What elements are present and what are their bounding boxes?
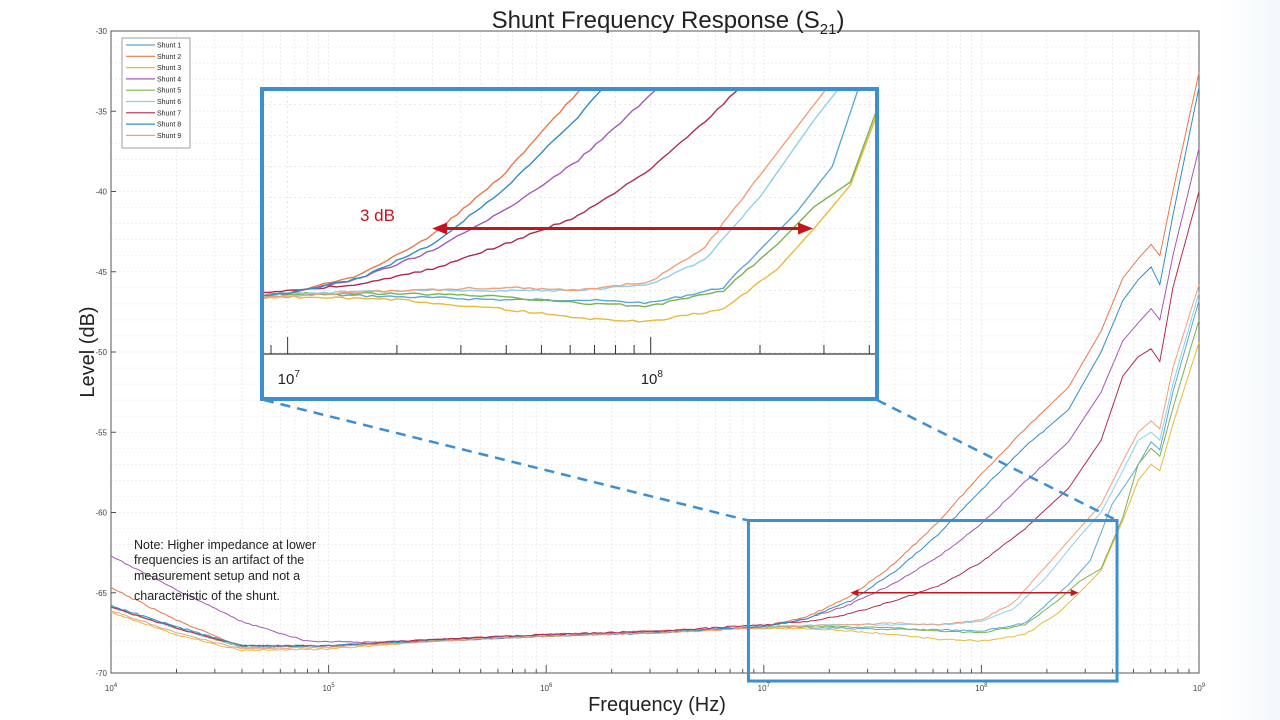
- inset-series-line-shunt-2: [264, 91, 580, 297]
- inset-background: [262, 89, 877, 399]
- three-db-label: 3 dB: [360, 206, 395, 225]
- inset-x-axis: 107 108: [264, 337, 875, 388]
- note-line: Note: Higher impedance at lower: [134, 538, 316, 552]
- inset-series-line-shunt-4: [264, 91, 656, 297]
- three-db-arrow: [850, 589, 1079, 597]
- y-tick-label: -65: [95, 589, 107, 598]
- inset-arrow-head-left: [432, 222, 448, 235]
- y-tick-label: -60: [95, 509, 107, 518]
- arrow-head-left: [850, 589, 859, 597]
- zoom-region-box: [746, 519, 1119, 683]
- x-tick-label: 109: [1193, 683, 1206, 693]
- inset-series-line-shunt-7: [264, 91, 738, 294]
- inset-series-line-shunt-8: [264, 91, 602, 297]
- y-tick-label: -30: [95, 27, 107, 36]
- inset-series-lines: [264, 91, 875, 323]
- inset-frame: [260, 87, 879, 401]
- legend-label: Shunt 9: [157, 133, 181, 140]
- y-tick-label: -40: [95, 188, 107, 197]
- y-tick-label: -45: [95, 268, 107, 277]
- inset-series-line-shunt-9: [264, 91, 826, 299]
- zoom-connector-line: [263, 398, 749, 522]
- inset-zoom-panel: 107 108 3 dB: [260, 87, 879, 401]
- y-tick-label: -70: [95, 669, 107, 678]
- series-line-shunt-8: [110, 87, 1200, 647]
- y-tick-label: -55: [95, 428, 107, 437]
- x-tick-label: 108: [975, 683, 988, 693]
- note-line: characteristic of the shunt.: [134, 589, 280, 603]
- inset-series-line-shunt-3: [264, 117, 875, 323]
- note-line: measurement setup and not a: [134, 569, 300, 583]
- legend-label: Shunt 3: [157, 65, 181, 72]
- inset-three-db-arrow: [432, 222, 814, 235]
- x-axis-ticks: 104 105 106 107 108 109: [105, 665, 1206, 693]
- x-tick-label: 105: [322, 683, 335, 693]
- note-line: frequencies is an artifact of the: [134, 553, 304, 567]
- series-lines: [110, 72, 1200, 652]
- x-tick-label: 104: [105, 683, 118, 693]
- y-tick-label: -50: [95, 348, 107, 357]
- legend-label: Shunt 2: [157, 54, 181, 61]
- arrow-head-right: [1070, 589, 1079, 597]
- note-annotation: Note: Higher impedance at lower frequenc…: [134, 538, 316, 603]
- legend-label: Shunt 8: [157, 122, 181, 129]
- legend-label: Shunt 7: [157, 110, 181, 117]
- zoom-connector-line: [876, 398, 1118, 522]
- x-axis-label: Frequency (Hz): [588, 694, 726, 716]
- legend-label: Shunt 5: [157, 88, 181, 95]
- y-axis-label: Level (dB): [77, 306, 99, 397]
- inset-series-line-shunt-5: [264, 112, 875, 308]
- legend-label: Shunt 1: [157, 43, 181, 50]
- inset-tick-label: 107: [278, 369, 301, 388]
- chart-title: Shunt Frequency Response (S21): [492, 7, 845, 38]
- inset-tick-label: 108: [641, 369, 664, 388]
- legend-label: Shunt 6: [157, 99, 181, 106]
- legend-label: Shunt 4: [157, 76, 181, 83]
- inset-arrow-head-right: [798, 222, 814, 235]
- y-axis-ticks: -30 -35 -40 -45 -50 -55 -60 -65 -70: [95, 27, 116, 678]
- x-tick-label: 107: [758, 683, 771, 693]
- right-edge-fade: [1218, 0, 1280, 720]
- series-line-shunt-9: [110, 284, 1200, 650]
- y-tick-label: -35: [95, 107, 107, 116]
- legend: Shunt 1 Shunt 2 Shunt 3 Shunt 4 Shunt 5 Shunt…: [121, 37, 191, 149]
- x-tick-label: 106: [540, 683, 553, 693]
